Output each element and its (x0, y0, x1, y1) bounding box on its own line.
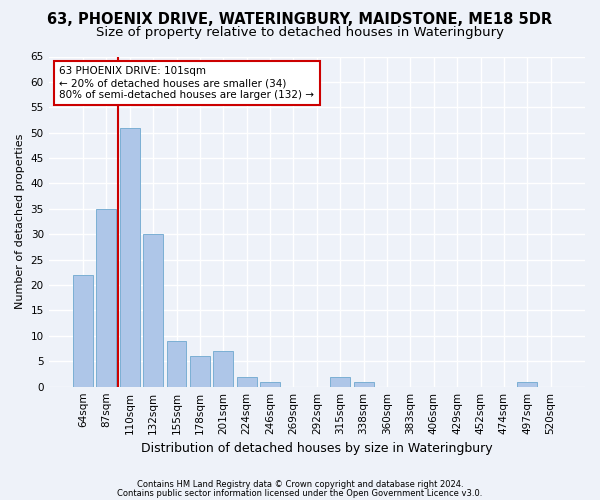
Bar (190, 356, 210, 386)
Bar (73, 275, 93, 386)
Bar (120, 128, 140, 386)
Bar (330, 376, 350, 386)
Bar (143, 234, 163, 386)
Text: Size of property relative to detached houses in Wateringbury: Size of property relative to detached ho… (96, 26, 504, 39)
Bar (517, 382, 537, 386)
Text: Contains public sector information licensed under the Open Government Licence v3: Contains public sector information licen… (118, 488, 482, 498)
Text: 63, PHOENIX DRIVE, WATERINGBURY, MAIDSTONE, ME18 5DR: 63, PHOENIX DRIVE, WATERINGBURY, MAIDSTO… (47, 12, 553, 28)
Y-axis label: Number of detached properties: Number of detached properties (15, 134, 25, 310)
X-axis label: Distribution of detached houses by size in Wateringbury: Distribution of detached houses by size … (141, 442, 493, 455)
Bar (353, 382, 374, 386)
Bar (237, 376, 257, 386)
Bar (260, 382, 280, 386)
Bar (97, 209, 116, 386)
Text: 63 PHOENIX DRIVE: 101sqm
← 20% of detached houses are smaller (34)
80% of semi-d: 63 PHOENIX DRIVE: 101sqm ← 20% of detach… (59, 66, 314, 100)
Text: Contains HM Land Registry data © Crown copyright and database right 2024.: Contains HM Land Registry data © Crown c… (137, 480, 463, 489)
Bar (214, 351, 233, 386)
Bar (167, 341, 187, 386)
